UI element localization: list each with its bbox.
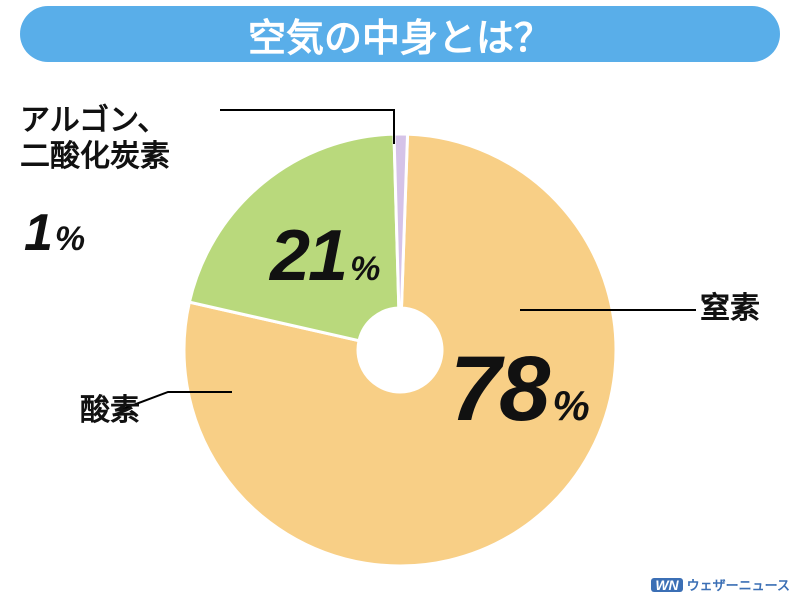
slice-label: 窒素: [700, 291, 760, 325]
pie-chart: 78%窒素21%酸素1%アルゴン、二酸化炭素: [0, 0, 800, 600]
chart-stage: 空気の中身とは？ 78%窒素21%酸素1%アルゴン、二酸化炭素 WN ウェザーニ…: [0, 0, 800, 600]
slice-label: 酸素: [80, 394, 140, 427]
slice-label: アルゴン、二酸化炭素: [20, 103, 170, 173]
footer-text: ウェザーニュース: [687, 575, 790, 594]
slice-percent: 1%: [24, 204, 85, 262]
donut-hole: [358, 308, 442, 392]
footer: WN ウェザーニュース: [651, 575, 790, 594]
footer-badge: WN: [651, 578, 682, 592]
